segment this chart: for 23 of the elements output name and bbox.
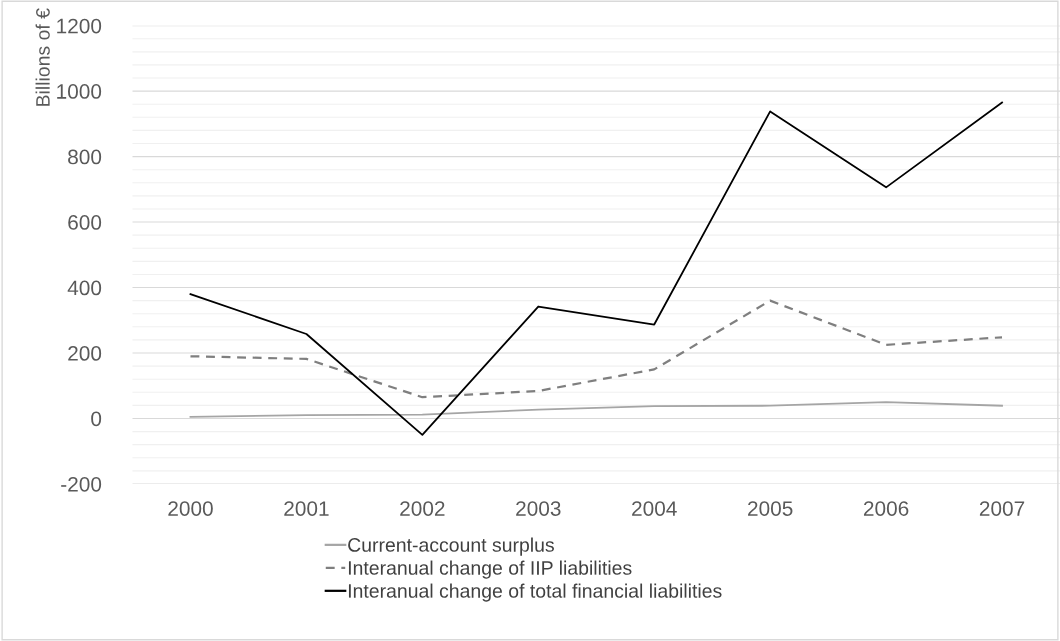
x-tick-label: 2004 (632, 501, 677, 516)
line-series (189, 401, 1003, 418)
y-tick-label: 1200 (57, 18, 102, 34)
x-tick-label: 2003 (516, 501, 561, 516)
y-axis-title: Billions of € (35, 8, 50, 106)
y-tick-label: 800 (68, 149, 102, 165)
legend-label: Interanual change of total financial liabilities (348, 583, 722, 602)
x-tick-label: 2005 (748, 501, 793, 516)
y-tick-label: 600 (68, 215, 102, 230)
line-series (189, 299, 1004, 399)
x-tick-label: 2000 (168, 501, 213, 516)
x-tick-label: 2002 (400, 501, 445, 516)
x-tick-label: 2001 (284, 501, 329, 516)
y-tick-label: 1000 (57, 84, 102, 99)
x-tick-label: 2007 (979, 501, 1025, 516)
y-tick-label: 200 (68, 346, 102, 361)
y-tick-label: 0 (91, 411, 102, 427)
legend-label: Interanual change of IIP liabilities (348, 560, 632, 579)
y-tick-label: 400 (67, 280, 102, 296)
legend-label: Current-account surplus (348, 537, 554, 556)
x-tick-label: 2006 (863, 501, 909, 516)
y-tick-label: -200 (61, 476, 102, 492)
line-series (189, 101, 1003, 436)
